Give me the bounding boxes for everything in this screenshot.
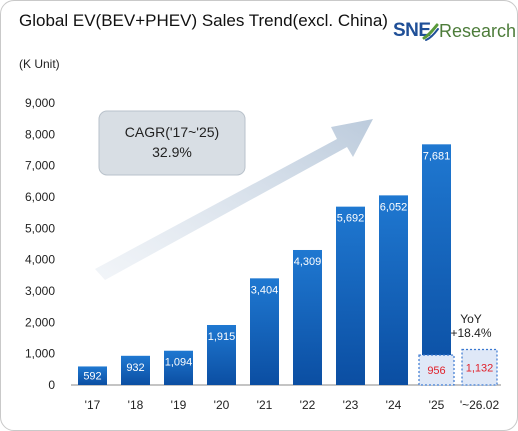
- bar-value-label: 1,094: [165, 357, 193, 369]
- logo-suffix: Research: [439, 21, 517, 41]
- bar-value-label: 1,915: [208, 331, 236, 343]
- x-axis: '17 '18 '19 '20 '21 '22 '23 '24 '25 '~26.02: [85, 398, 500, 412]
- sne-research-logo: SNE Research: [393, 20, 516, 48]
- y-tick-label: 3,000: [25, 284, 55, 298]
- bar: [207, 324, 236, 385]
- bar-series: 592 932 1,094 1,915 3,404 4,309 5,692 6,052 7,68…: [78, 144, 498, 386]
- cagr-value: 32.9%: [152, 144, 192, 160]
- ytd-value-label: 1,132: [466, 362, 494, 374]
- bar-value-label: 6,052: [380, 201, 408, 213]
- bar: [336, 206, 365, 385]
- x-tick-label: '22: [300, 398, 316, 412]
- x-tick-label: '24: [386, 398, 402, 412]
- x-tick-label: '25: [429, 398, 445, 412]
- y-tick-label: 9,000: [25, 96, 55, 110]
- y-tick-label: 6,000: [25, 190, 55, 204]
- bar: [164, 350, 193, 385]
- y-tick-label: 2,000: [25, 315, 55, 329]
- trend-arrow: [95, 119, 373, 280]
- yoy-annotation: YoY +18.4%: [450, 312, 491, 340]
- yoy-label: YoY: [460, 312, 482, 326]
- y-tick-label: 8,000: [25, 127, 55, 141]
- x-tick-label: '~26.02: [460, 398, 500, 412]
- bar: [379, 195, 408, 385]
- cagr-box: CAGR('17~'25) 32.9%: [98, 110, 246, 176]
- x-tick-label: '18: [128, 398, 144, 412]
- y-axis: 0 1,000 2,000 3,000 4,000 5,000 6,000 7,000 8,00…: [25, 96, 55, 392]
- logo-prefix: SNE: [393, 20, 431, 41]
- bar-value-label: 4,309: [294, 256, 322, 268]
- bar: [78, 366, 107, 385]
- y-tick-label: 7,000: [25, 159, 55, 173]
- x-tick-label: '21: [257, 398, 273, 412]
- y-tick-label: 5,000: [25, 221, 55, 235]
- bar: [422, 144, 451, 385]
- yoy-value: +18.4%: [450, 326, 491, 340]
- bar-value-label: 5,692: [337, 213, 365, 225]
- y-tick-label: 0: [48, 378, 55, 392]
- bar-value-label: 592: [83, 370, 101, 382]
- ytd-value-label: 956: [427, 365, 445, 377]
- x-tick-label: '23: [343, 398, 359, 412]
- x-tick-label: '19: [171, 398, 187, 412]
- y-tick-label: 1,000: [25, 347, 55, 361]
- bar-value-label: 7,681: [423, 150, 451, 162]
- ytd-bar: [461, 348, 498, 386]
- x-tick-label: '17: [85, 398, 101, 412]
- unit-label: (K Unit): [19, 57, 60, 71]
- bar: [293, 249, 322, 385]
- logo-swoosh-icon: [422, 23, 439, 41]
- bar: [250, 278, 279, 385]
- bar-value-label: 932: [126, 362, 144, 374]
- x-tick-label: '20: [214, 398, 230, 412]
- y-tick-label: 4,000: [25, 253, 55, 267]
- chart-title: Global EV(BEV+PHEV) Sales Trend(excl. Ch…: [19, 11, 388, 30]
- ytd-bar: [418, 354, 455, 386]
- cagr-label: CAGR('17~'25): [125, 124, 219, 140]
- bar-value-label: 3,404: [251, 284, 279, 296]
- bar: [121, 355, 150, 385]
